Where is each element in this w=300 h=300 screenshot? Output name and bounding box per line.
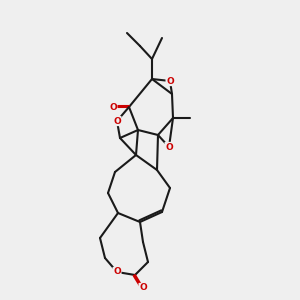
Text: O: O: [165, 142, 173, 152]
Text: O: O: [166, 76, 174, 85]
Text: O: O: [113, 268, 121, 277]
Text: O: O: [113, 116, 121, 125]
Text: O: O: [109, 103, 117, 112]
Text: O: O: [139, 284, 147, 292]
